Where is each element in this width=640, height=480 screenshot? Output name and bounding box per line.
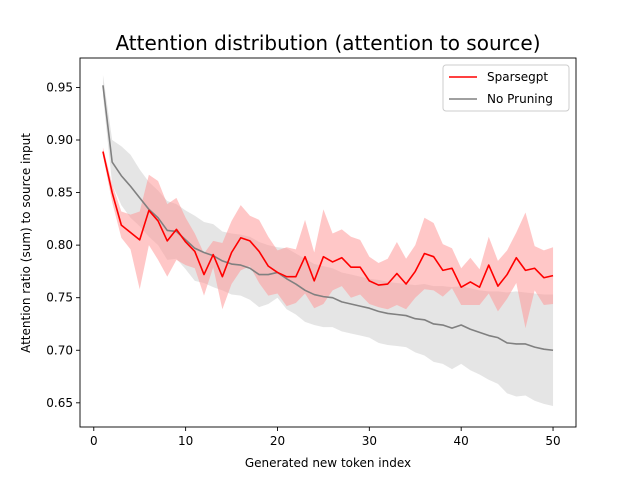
y-tick-label: 0.90 — [46, 133, 73, 147]
x-tick-label: 0 — [90, 434, 98, 448]
legend: Sparsegpt No Pruning — [442, 64, 570, 112]
plot-area — [102, 74, 554, 406]
legend-label-no-pruning: No Pruning — [487, 92, 553, 106]
x-tick-label: 20 — [270, 434, 285, 448]
axes-frame — [79, 57, 577, 428]
band-no-pruning — [102, 74, 554, 406]
y-tick-label: 0.70 — [46, 343, 73, 357]
y-tick-label: 0.80 — [46, 238, 73, 252]
y-axis-label: Attention ratio (sum) to source input — [19, 133, 33, 353]
band-sparsegpt — [102, 147, 554, 329]
y-tick-label: 0.75 — [46, 291, 73, 305]
line-no-pruning — [102, 85, 554, 352]
x-axis-label: Generated new token index — [245, 456, 411, 470]
x-tick-label: 40 — [454, 434, 469, 448]
x-tick-label: 30 — [362, 434, 377, 448]
chart-title: Attention distribution (attention to sou… — [115, 31, 540, 55]
y-tick-label: 0.95 — [46, 80, 73, 94]
line-sparsegpt — [102, 151, 554, 288]
x-tick-label: 50 — [545, 434, 560, 448]
legend-label-sparsegpt: Sparsegpt — [487, 70, 548, 84]
y-tick-label: 0.85 — [46, 186, 73, 200]
axes: 0 10 20 30 40 50 0.65 0.70 0.75 0.80 0.85 0.90 0.95 — [46, 57, 577, 448]
y-tick-label: 0.65 — [46, 396, 73, 410]
x-tick-label: 10 — [178, 434, 193, 448]
